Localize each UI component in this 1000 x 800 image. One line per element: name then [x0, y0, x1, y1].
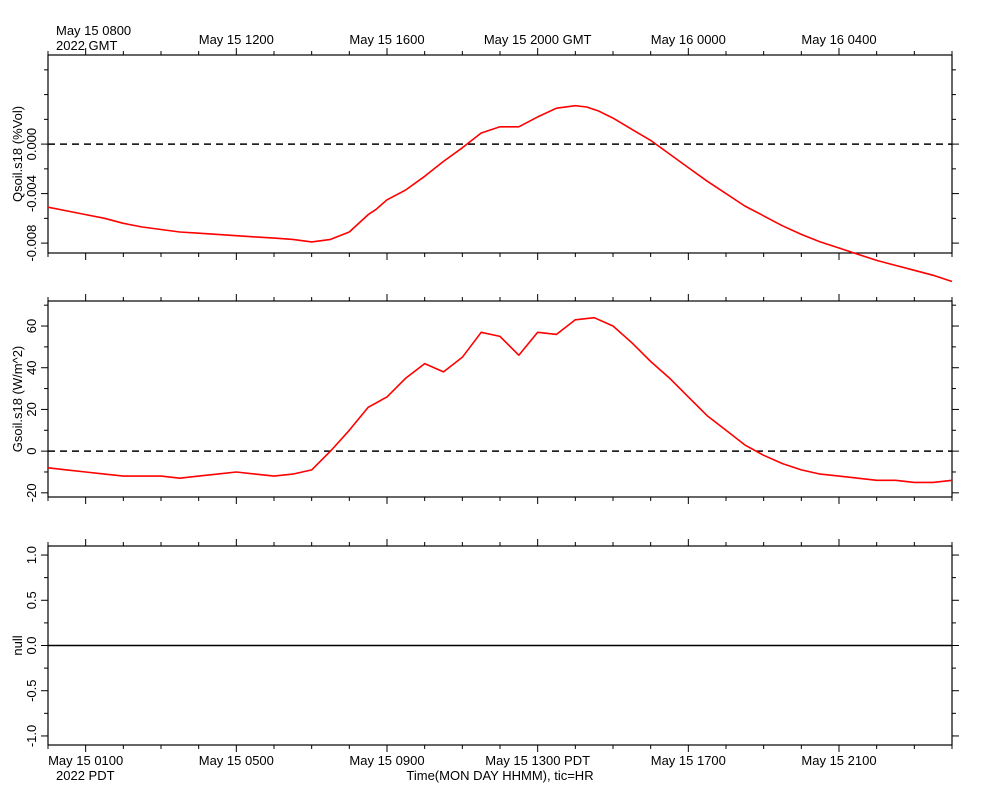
bottom-axis-year-label: 2022 PDT	[56, 768, 115, 783]
series-line-qsoil-s18	[47, 104, 953, 283]
top-time-axis: May 15 0800 2022 GMT May 15 1200 May 15 1…	[56, 23, 877, 53]
y-tick-label: -0.5	[24, 680, 39, 702]
qsoil-panel: Qsoil.s18 (%Vol) -0.008 -0.004 0.000	[10, 48, 959, 283]
bottom-time-axis: 2022 PDT Time(MON DAY HHMM), tic=HR May …	[48, 753, 877, 783]
bottom-axis-tick-label: May 15 0100	[48, 753, 123, 768]
null-panel: null -1.0 -0.5 0.0 0.5 1.0	[10, 539, 959, 752]
y-tick-label: 0.0	[24, 636, 39, 654]
y-tick-label: 0.000	[24, 128, 39, 161]
bottom-axis-tick-label: May 15 0500	[199, 753, 274, 768]
series-line-gsoil-s18	[47, 316, 953, 484]
y-tick-label: 0.5	[24, 591, 39, 609]
y-tick-label: -1.0	[24, 725, 39, 747]
plot-frame	[47, 300, 953, 498]
gsoil-panel: Gsoil.s18 (W/m^2) -20 0 20 40 60	[10, 294, 959, 504]
top-axis-tick-label: May 15 1600	[349, 32, 424, 47]
top-axis-start-label: May 15 0800	[56, 23, 131, 38]
bottom-axis-tick-label: May 15 2100	[801, 753, 876, 768]
top-axis-tick-label: May 15 1200	[199, 32, 274, 47]
bottom-axis-tick-label: May 15 0900	[349, 753, 424, 768]
qsoil-ylabel: Qsoil.s18 (%Vol)	[10, 106, 25, 202]
top-axis-tick-label: May 16 0400	[801, 32, 876, 47]
gsoil-ylabel: Gsoil.s18 (W/m^2)	[10, 346, 25, 453]
y-tick-label: 1.0	[24, 546, 39, 564]
x-axis-title: Time(MON DAY HHMM), tic=HR	[406, 768, 593, 783]
top-axis-tick-label: May 15 2000 GMT	[484, 32, 592, 47]
y-tick-label: -0.008	[24, 225, 39, 262]
top-axis-tick-label: May 16 0000	[651, 32, 726, 47]
bottom-axis-tick-label: May 15 1300 PDT	[485, 753, 590, 768]
bottom-axis-tick-label: May 15 1700	[651, 753, 726, 768]
null-ylabel: null	[10, 635, 25, 655]
y-tick-label: 40	[24, 360, 39, 374]
top-axis-start-year-label: 2022 GMT	[56, 38, 117, 53]
y-tick-label: 0	[24, 448, 39, 455]
y-tick-label: 20	[24, 402, 39, 416]
y-tick-label: -20	[24, 483, 39, 502]
plot-frame	[47, 54, 953, 254]
y-tick-label: 60	[24, 319, 39, 333]
y-tick-label: -0.004	[24, 175, 39, 212]
